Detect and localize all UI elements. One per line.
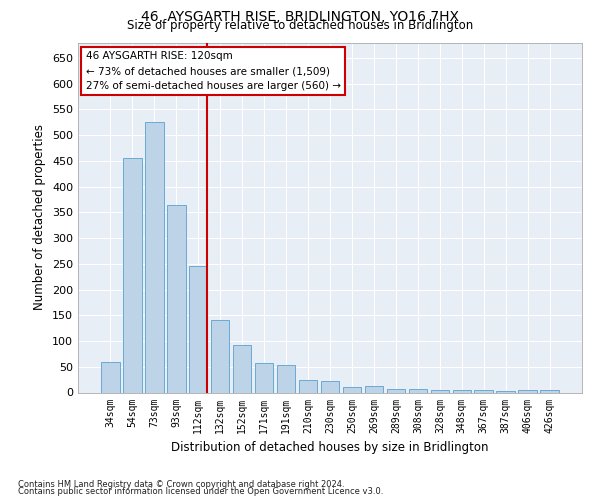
- Text: 46, AYSGARTH RISE, BRIDLINGTON, YO16 7HX: 46, AYSGARTH RISE, BRIDLINGTON, YO16 7HX: [141, 10, 459, 24]
- Bar: [277, 365, 295, 392]
- X-axis label: Distribution of detached houses by size in Bridlington: Distribution of detached houses by size …: [171, 441, 489, 454]
- Text: Contains HM Land Registry data © Crown copyright and database right 2024.: Contains HM Land Registry data © Crown c…: [18, 480, 344, 489]
- Bar: [123, 158, 142, 392]
- Bar: [145, 122, 164, 392]
- Text: Contains public sector information licensed under the Open Government Licence v3: Contains public sector information licen…: [18, 488, 383, 496]
- Bar: [541, 390, 559, 392]
- Y-axis label: Number of detached properties: Number of detached properties: [34, 124, 46, 310]
- Bar: [452, 390, 471, 392]
- Bar: [211, 320, 229, 392]
- Bar: [189, 266, 208, 392]
- Bar: [167, 204, 185, 392]
- Bar: [431, 390, 449, 392]
- Text: Size of property relative to detached houses in Bridlington: Size of property relative to detached ho…: [127, 19, 473, 32]
- Bar: [365, 386, 383, 392]
- Bar: [343, 388, 361, 392]
- Bar: [255, 362, 274, 392]
- Bar: [233, 344, 251, 393]
- Bar: [101, 362, 119, 392]
- Bar: [518, 390, 537, 392]
- Bar: [320, 380, 340, 392]
- Text: 46 AYSGARTH RISE: 120sqm
← 73% of detached houses are smaller (1,509)
27% of sem: 46 AYSGARTH RISE: 120sqm ← 73% of detach…: [86, 52, 341, 91]
- Bar: [496, 391, 515, 392]
- Bar: [386, 390, 405, 392]
- Bar: [409, 389, 427, 392]
- Bar: [475, 390, 493, 392]
- Bar: [299, 380, 317, 392]
